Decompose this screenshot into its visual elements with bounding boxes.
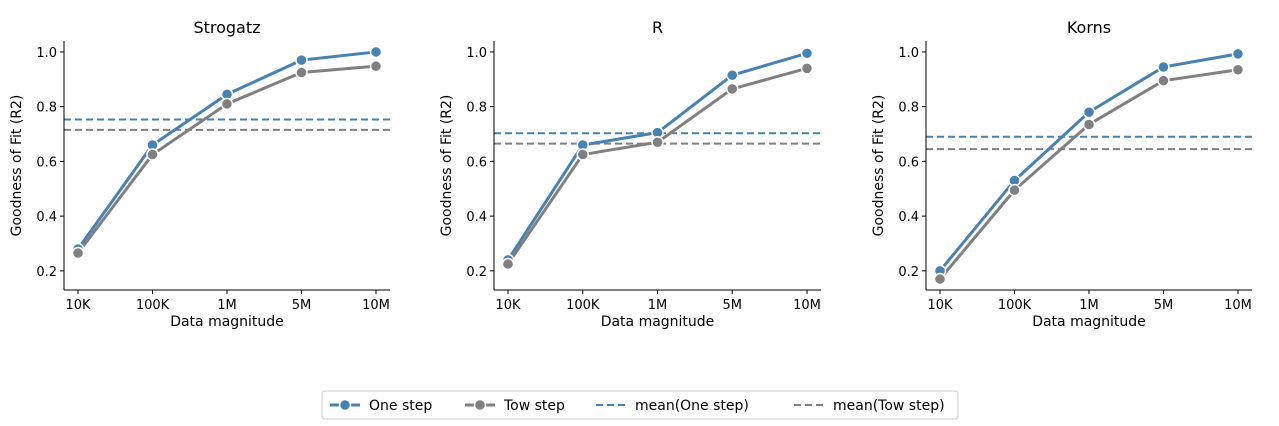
- subplot-korns: Korns 0.2 0.4 0.6 0.8 1.0 10K 100K 1M 5M 10M Data m…: [871, 18, 1252, 330]
- tow-step-point: [1008, 183, 1021, 197]
- x-tick-label: 100K: [566, 298, 600, 313]
- y-tick-label: 0.8: [466, 101, 487, 116]
- x-tick-label: 10K: [927, 298, 953, 313]
- subplot-strogatz: Strogatz 0.2 0.4 0.6 0.8 1.0 10K 100K 1M 5M 10M Dat…: [9, 18, 390, 330]
- y-axis-label: Goodness of Fit (R2): [871, 95, 887, 237]
- one-step-point: [295, 53, 308, 67]
- one-step-point: [726, 68, 739, 82]
- tow-step-point: [146, 148, 159, 161]
- legend-tow-step-marker: [473, 398, 487, 412]
- x-tick-label: 5M: [1154, 298, 1174, 313]
- tow-step-point: [1231, 63, 1245, 76]
- x-tick-label: 10M: [793, 298, 821, 313]
- tow-step-point: [220, 97, 234, 111]
- y-tick-label: 0.6: [466, 155, 487, 170]
- tow-step-point: [295, 66, 308, 79]
- y-tick-label: 0.2: [898, 265, 919, 280]
- x-tick-label: 10K: [65, 298, 91, 313]
- x-tick-label: 1M: [648, 298, 668, 313]
- tow-step-point: [800, 62, 814, 75]
- legend-tow-step-label: Tow step: [503, 398, 565, 414]
- y-tick-label: 0.6: [36, 155, 57, 170]
- x-axis-label: Data magnitude: [1032, 314, 1146, 330]
- chart-title: R: [652, 18, 663, 37]
- y-tick-label: 1.0: [36, 46, 57, 61]
- one-step-line: [506, 51, 808, 261]
- one-step-line: [938, 52, 1239, 272]
- tow-step-point: [501, 257, 515, 271]
- tow-step-point: [651, 135, 664, 149]
- y-axis-label: Goodness of Fit (R2): [9, 95, 25, 237]
- one-step-point: [369, 45, 383, 59]
- x-tick-label: 1M: [217, 298, 237, 313]
- x-tick-label: 5M: [723, 298, 743, 313]
- one-step-line: [76, 50, 377, 250]
- x-tick-label: 100K: [998, 298, 1032, 313]
- one-step-point: [1157, 60, 1170, 74]
- tow-step-point: [726, 82, 739, 96]
- x-tick-label: 1M: [1079, 298, 1099, 313]
- y-tick-label: 0.8: [898, 101, 919, 116]
- chart-title: Strogatz: [193, 18, 260, 37]
- x-tick-label: 10K: [495, 298, 521, 313]
- tow-step-point: [576, 148, 589, 161]
- tow-step-point: [1157, 74, 1170, 87]
- tow-step-line: [938, 68, 1239, 281]
- y-tick-label: 1.0: [466, 46, 487, 61]
- x-axis-label: Data magnitude: [170, 314, 284, 330]
- x-axis-label: Data magnitude: [601, 314, 715, 330]
- x-tick-label: 10M: [1224, 298, 1252, 313]
- x-tick-label: 100K: [136, 298, 170, 313]
- y-tick-label: 0.4: [898, 210, 919, 225]
- y-tick-label: 0.4: [36, 210, 57, 225]
- tow-step-point: [369, 59, 383, 73]
- legend-mean-tow-step-label: mean(Tow step): [833, 398, 945, 414]
- legend-mean-one-step-label: mean(One step): [635, 398, 749, 414]
- one-step-point: [1231, 47, 1245, 61]
- tow-step-line: [506, 66, 808, 265]
- y-tick-label: 0.8: [36, 101, 57, 116]
- tow-step-point: [933, 272, 947, 286]
- tow-step-point: [71, 246, 85, 260]
- legend: One step Tow step mean(One step) mean(Tow s…: [321, 390, 959, 420]
- y-tick-label: 0.2: [466, 265, 487, 280]
- y-tick-label: 1.0: [898, 46, 919, 61]
- one-step-point: [1082, 105, 1096, 119]
- y-tick-label: 0.6: [898, 155, 919, 170]
- one-step-point: [800, 47, 814, 60]
- y-tick-label: 0.4: [466, 210, 487, 225]
- x-tick-label: 10M: [362, 298, 390, 313]
- chart-title: Korns: [1067, 18, 1111, 37]
- tow-step-point: [1082, 118, 1096, 131]
- legend-frame: [321, 390, 959, 420]
- y-tick-label: 0.2: [36, 265, 57, 280]
- y-axis-label: Goodness of Fit (R2): [439, 95, 455, 237]
- legend-one-step-marker: [338, 398, 352, 412]
- x-tick-label: 5M: [292, 298, 312, 313]
- legend-one-step-label: One step: [369, 398, 432, 414]
- subplot-r: R 0.2 0.4 0.6 0.8 1.0 10K 100K 1M 5M 10M Data magni…: [439, 18, 821, 330]
